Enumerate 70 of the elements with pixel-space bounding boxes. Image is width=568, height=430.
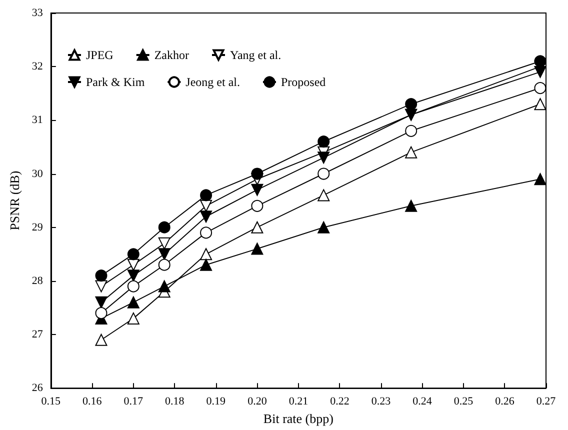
point — [251, 200, 264, 212]
point — [318, 168, 330, 180]
point — [534, 98, 546, 110]
point — [158, 248, 170, 260]
x-tick-label: 0.25 — [454, 396, 474, 408]
legend-label: Park & Kim — [86, 75, 146, 89]
point — [200, 189, 212, 202]
legend-label: Jeong et al. — [186, 75, 240, 89]
point — [405, 98, 418, 110]
point — [534, 55, 546, 68]
y-axis-title: PSNR (dB) — [7, 170, 22, 230]
y-tick-label: 27 — [32, 328, 44, 341]
legend-label: JPEG — [86, 48, 114, 62]
point — [127, 296, 140, 308]
point — [158, 280, 170, 292]
point — [200, 248, 212, 260]
point — [158, 258, 170, 271]
point — [127, 248, 140, 260]
point — [95, 270, 108, 282]
y-tick-label: 29 — [32, 221, 44, 234]
y-tick-label: 26 — [32, 382, 44, 394]
point — [534, 173, 546, 186]
point — [95, 296, 108, 308]
point — [251, 242, 264, 255]
point — [200, 210, 212, 223]
point — [95, 334, 108, 346]
x-tick-label: 0.20 — [248, 396, 268, 408]
point — [95, 280, 108, 292]
point — [251, 221, 264, 234]
point — [127, 312, 140, 324]
point — [251, 168, 264, 180]
x-tick-label: 0.19 — [206, 396, 226, 408]
x-tick-label: 0.24 — [412, 396, 432, 408]
x-tick-label: 0.21 — [288, 396, 308, 408]
point — [95, 307, 108, 320]
point — [405, 200, 418, 212]
point — [127, 270, 140, 282]
y-tick-label: 32 — [32, 60, 43, 73]
point — [318, 136, 330, 148]
point — [318, 152, 330, 164]
x-tick-label: 0.16 — [82, 396, 102, 408]
point — [200, 258, 212, 271]
x-axis-title: Bit rate (bpp) — [263, 411, 334, 426]
point — [534, 66, 546, 78]
point — [405, 124, 418, 137]
x-tick-label: 0.17 — [124, 396, 144, 408]
x-tick-label: 0.15 — [41, 396, 62, 408]
y-tick-label: 31 — [32, 114, 43, 126]
point — [534, 82, 546, 94]
point — [405, 146, 418, 158]
x-tick-label: 0.22 — [330, 396, 350, 408]
y-tick-label: 33 — [32, 7, 44, 19]
point — [158, 237, 170, 250]
x-tick-label: 0.23 — [371, 396, 392, 408]
x-tick-label: 0.27 — [536, 396, 556, 408]
x-tick-label: 0.26 — [495, 396, 515, 408]
point — [127, 258, 140, 271]
point — [318, 189, 330, 202]
x-tick-label: 0.18 — [165, 396, 185, 408]
legend-label: Proposed — [280, 75, 326, 89]
point — [251, 184, 264, 196]
legend-label: Zakhor — [154, 48, 189, 62]
point — [318, 221, 330, 234]
y-tick-label: 28 — [32, 274, 44, 287]
legend-label: Yang et al. — [230, 48, 282, 62]
point — [127, 280, 140, 292]
point — [200, 226, 212, 239]
point — [200, 200, 212, 212]
point — [158, 221, 170, 234]
y-tick-label: 30 — [32, 168, 44, 180]
